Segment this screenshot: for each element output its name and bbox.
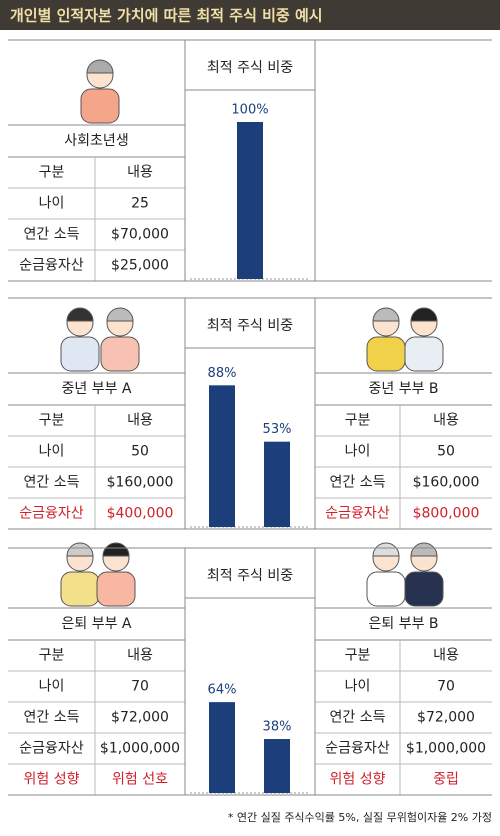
footnote: * 연간 실질 주식수익률 5%, 실질 무위험이자율 2% 가정: [228, 811, 492, 824]
cell: $160,000: [413, 475, 480, 491]
cell: 구분: [39, 648, 65, 664]
cell: 구분: [39, 413, 65, 429]
person-hair: [410, 307, 438, 322]
person-hair: [86, 59, 114, 74]
cell: $72,000: [417, 710, 475, 726]
chart-title: 최적 주식 비중: [207, 568, 293, 584]
cell: 위험 성향: [330, 772, 386, 788]
chart-title: 최적 주식 비중: [207, 60, 293, 76]
profile-name: 중년 부부 A: [62, 381, 132, 397]
header-bar: [0, 0, 500, 30]
value-label: 88%: [208, 366, 237, 381]
cell: 70: [131, 679, 149, 695]
person-body: [404, 336, 444, 372]
person-hair: [372, 307, 400, 322]
person-body: [60, 571, 100, 607]
cell: 나이: [345, 679, 371, 695]
cell: 나이: [39, 444, 65, 460]
person-body: [366, 336, 406, 372]
cell: 내용: [433, 648, 459, 664]
value-label: 53%: [263, 422, 292, 437]
bar: [209, 702, 235, 793]
cell: 연간 소득: [330, 710, 386, 726]
value-label: 64%: [208, 683, 237, 698]
person-hair: [372, 542, 400, 557]
profile-name: 사회초년생: [64, 133, 128, 149]
person-hair: [102, 542, 130, 557]
cell: $800,000: [413, 506, 480, 522]
value-label: 100%: [231, 103, 268, 118]
cell: 내용: [433, 413, 459, 429]
cell: 70: [437, 679, 455, 695]
person-body: [96, 571, 136, 607]
cell: $25,000: [111, 258, 169, 274]
cell: 중립: [433, 772, 459, 788]
cell: $72,000: [111, 710, 169, 726]
cell: 나이: [345, 444, 371, 460]
cell: $400,000: [107, 506, 174, 522]
person-hair: [410, 542, 438, 557]
value-label: 38%: [263, 720, 292, 735]
cell: 나이: [39, 196, 65, 212]
person-hair: [66, 542, 94, 557]
cell: 25: [131, 196, 149, 212]
person-body: [100, 336, 140, 372]
cell: 순금융자산: [19, 258, 84, 274]
cell: 내용: [127, 165, 153, 181]
cell: 위험 성향: [24, 772, 80, 788]
cell: 내용: [127, 413, 153, 429]
person-hair: [106, 307, 134, 322]
cell: $70,000: [111, 227, 169, 243]
cell: 구분: [345, 648, 371, 664]
cell: 연간 소득: [24, 227, 80, 243]
cell: 나이: [39, 679, 65, 695]
person-body: [404, 571, 444, 607]
cell: 위험 선호: [112, 772, 168, 788]
cell: $160,000: [107, 475, 174, 491]
bar: [264, 441, 290, 527]
cell: 연간 소득: [330, 475, 386, 491]
cell: 50: [131, 444, 149, 460]
person-body: [366, 571, 406, 607]
profile-name: 중년 부부 B: [368, 381, 438, 397]
person-body: [60, 336, 100, 372]
cell: 순금융자산: [19, 506, 84, 522]
bar: [209, 385, 235, 527]
cell: 구분: [345, 413, 371, 429]
cell: 구분: [39, 165, 65, 181]
bar: [237, 122, 263, 279]
header-title: 개인별 인적자본 가치에 따른 최적 주식 비중 예시: [10, 7, 323, 25]
bar: [264, 739, 290, 793]
profile-name: 은퇴 부부 A: [62, 616, 132, 632]
cell: $1,000,000: [406, 741, 486, 757]
cell: $1,000,000: [100, 741, 180, 757]
chart-title: 최적 주식 비중: [207, 318, 293, 334]
person-body: [80, 88, 120, 124]
cell: 내용: [127, 648, 153, 664]
cell: 순금융자산: [19, 741, 84, 757]
profile-name: 은퇴 부부 B: [368, 616, 438, 632]
cell: 순금융자산: [325, 506, 390, 522]
cell: 연간 소득: [24, 710, 80, 726]
cell: 연간 소득: [24, 475, 80, 491]
person-hair: [66, 307, 94, 322]
cell: 순금융자산: [325, 741, 390, 757]
cell: 50: [437, 444, 455, 460]
